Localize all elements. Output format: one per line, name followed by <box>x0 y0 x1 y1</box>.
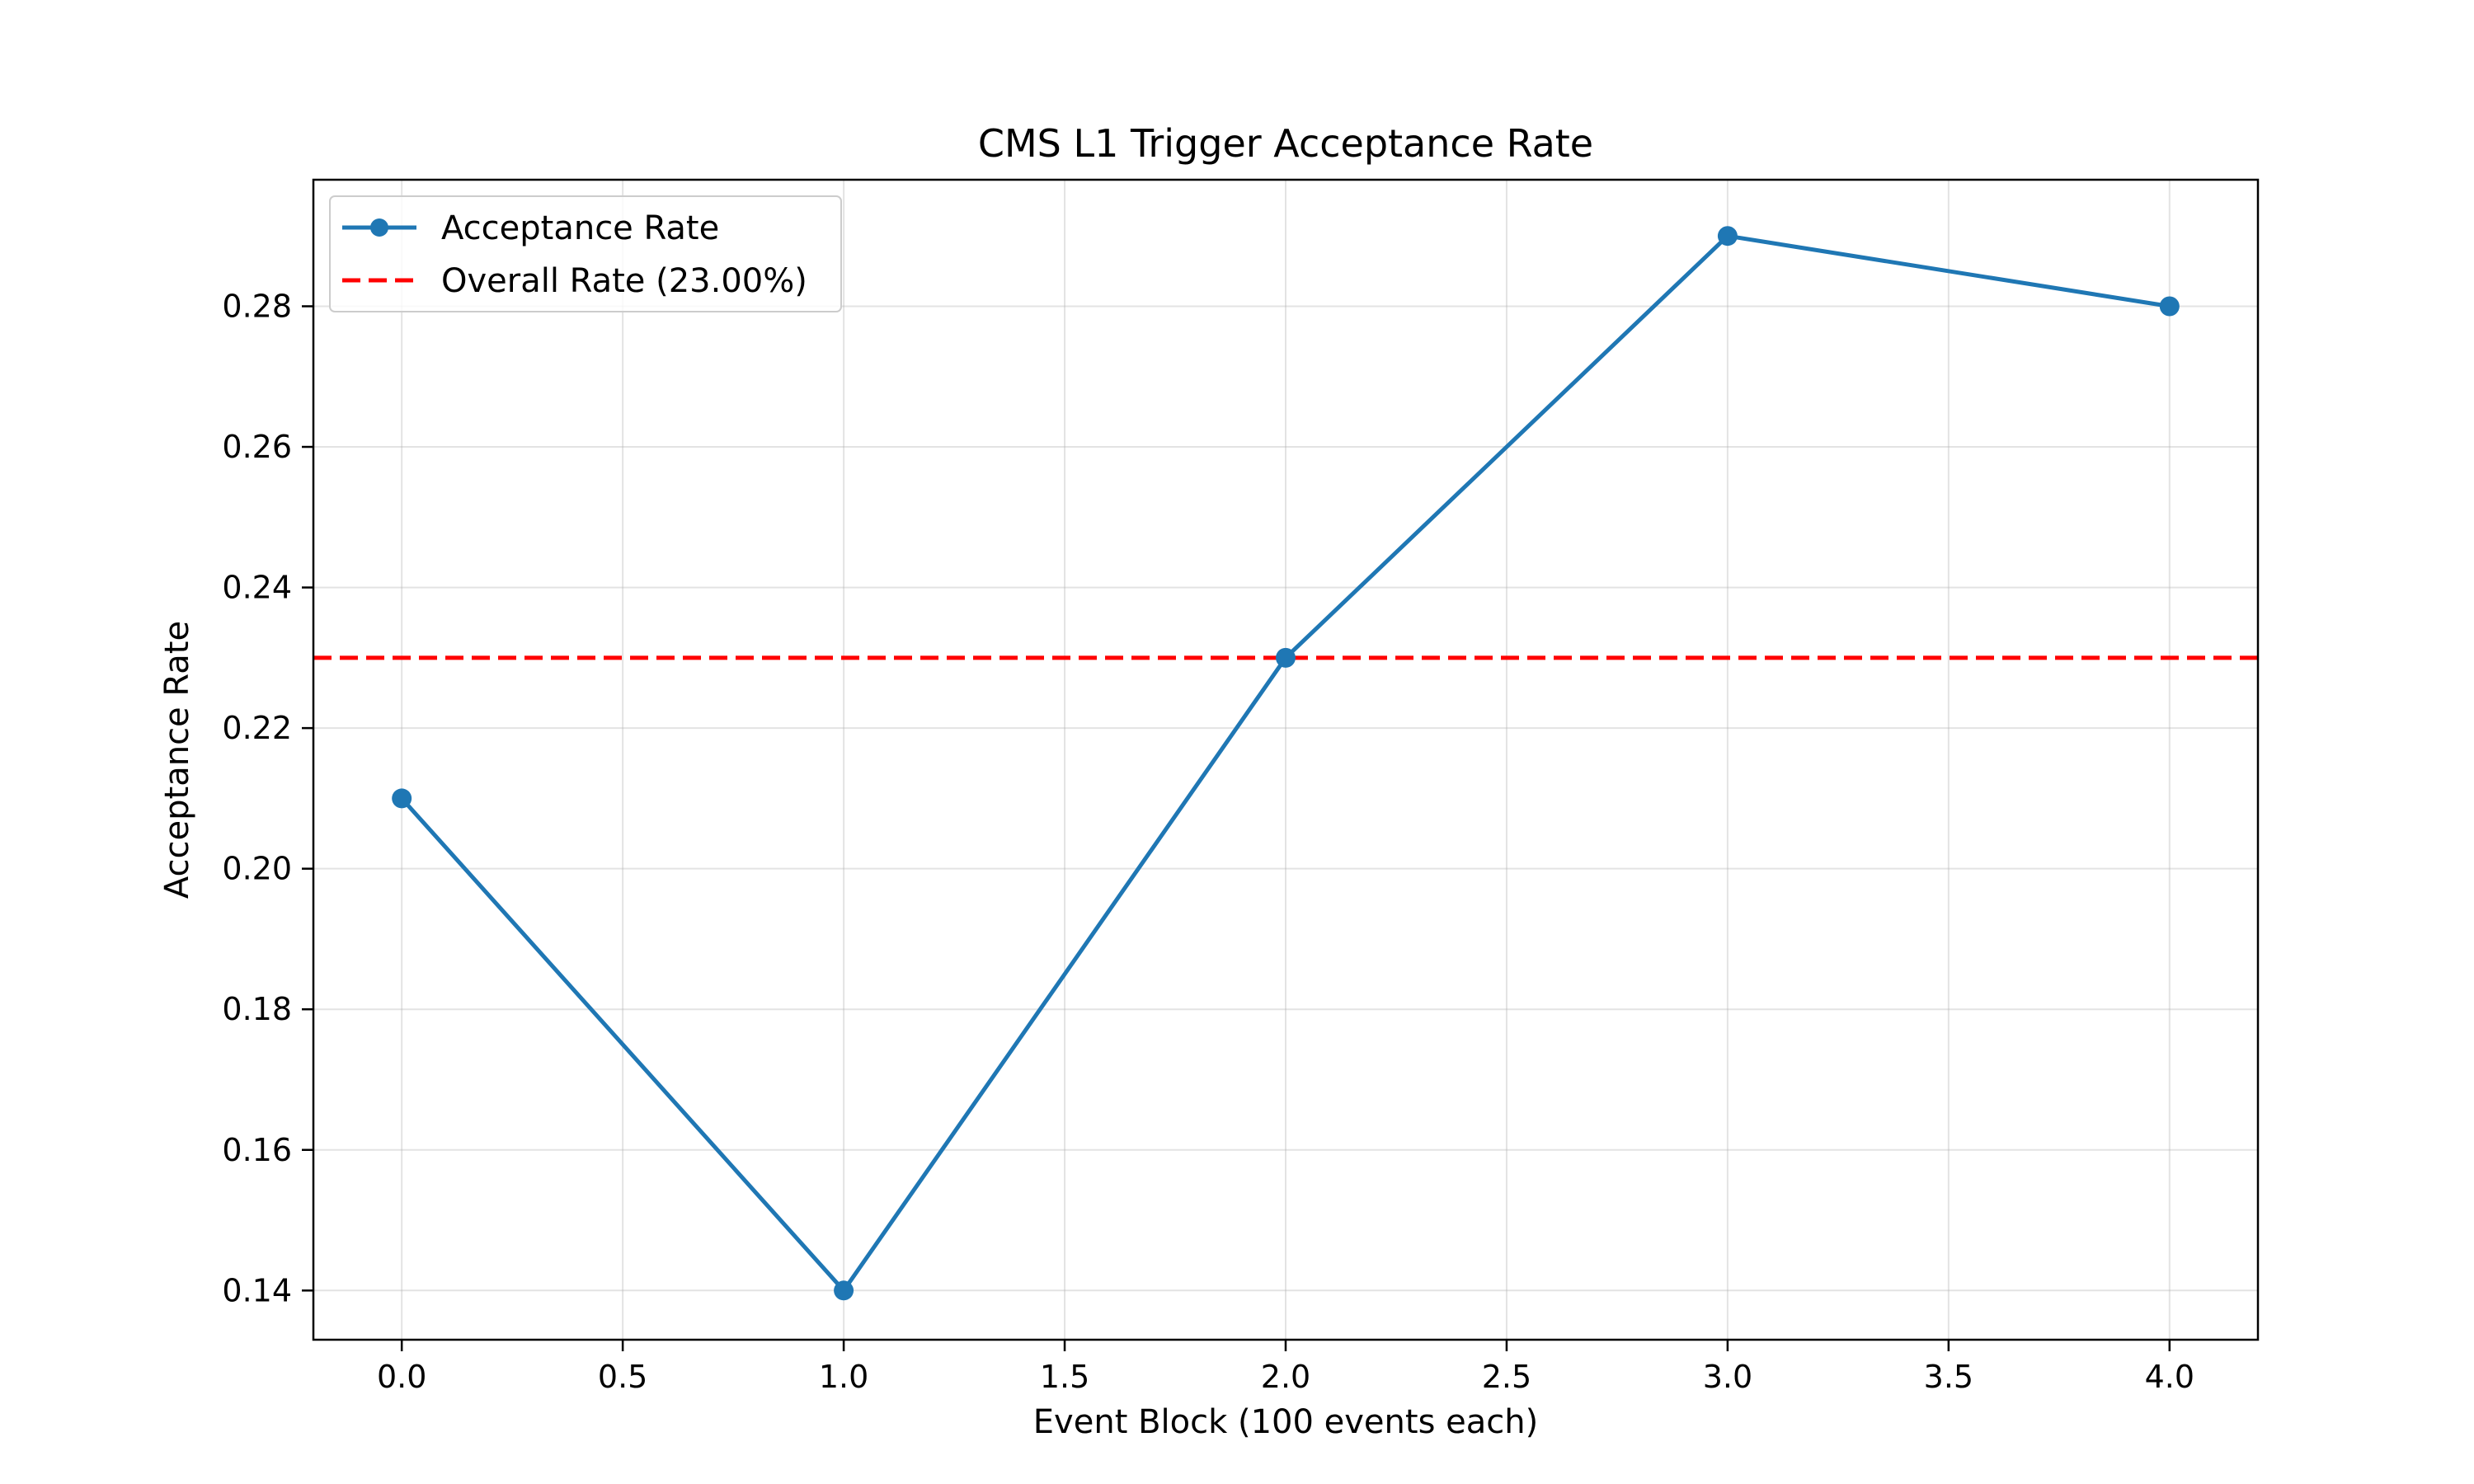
y-tick-label: 0.28 <box>222 288 292 324</box>
y-tick-label: 0.26 <box>222 429 292 465</box>
x-tick-label: 0.5 <box>598 1359 647 1395</box>
gridlines <box>313 180 2258 1340</box>
legend-label-overall-rate: Overall Rate (23.00%) <box>441 262 807 300</box>
series-layer <box>392 226 2180 1301</box>
x-tick-label: 3.0 <box>1703 1359 1752 1395</box>
x-tick-label: 0.0 <box>377 1359 426 1395</box>
x-tick-label: 1.5 <box>1040 1359 1089 1395</box>
y-axis-title: Acceptance Rate <box>158 621 196 899</box>
legend: Acceptance Rate Overall Rate (23.00%) <box>329 195 842 312</box>
data-point <box>1717 226 1738 247</box>
y-axis-ticks: 0.14 0.16 0.18 0.20 0.22 0.24 0.26 0.28 <box>222 288 313 1308</box>
y-tick-label: 0.22 <box>222 710 292 746</box>
y-tick-label: 0.14 <box>222 1272 292 1308</box>
x-tick-label: 4.0 <box>2145 1359 2194 1395</box>
data-point <box>2159 296 2180 317</box>
y-tick-label: 0.20 <box>222 851 292 887</box>
x-tick-label: 2.5 <box>1482 1359 1531 1395</box>
legend-label-acceptance-rate: Acceptance Rate <box>441 209 719 247</box>
x-tick-label: 3.5 <box>1924 1359 1973 1395</box>
x-axis-title: Event Block (100 events each) <box>1033 1403 1538 1441</box>
legend-box <box>329 195 842 312</box>
data-point <box>834 1280 854 1301</box>
x-tick-label: 2.0 <box>1261 1359 1310 1395</box>
chart-title: CMS L1 Trigger Acceptance Rate <box>978 121 1593 166</box>
y-tick-label: 0.18 <box>222 991 292 1027</box>
x-tick-label: 1.0 <box>819 1359 868 1395</box>
legend-marker-acceptance-rate <box>370 218 388 237</box>
data-point <box>1276 647 1296 668</box>
y-tick-label: 0.16 <box>222 1132 292 1168</box>
data-point <box>392 788 412 809</box>
x-axis-ticks: 0.0 0.5 1.0 1.5 2.0 2.5 3.0 3.5 4.0 <box>377 1340 2194 1395</box>
y-tick-label: 0.24 <box>222 570 292 606</box>
